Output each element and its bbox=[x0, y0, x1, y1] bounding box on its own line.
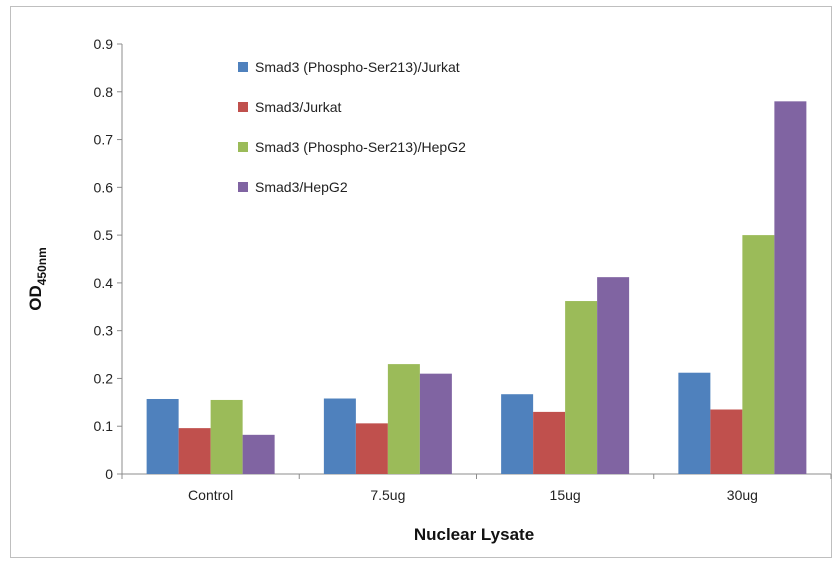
bar bbox=[387, 364, 420, 474]
x-tick-label: 30ug bbox=[727, 487, 758, 503]
y-axis: 0 0.1 0.2 0.3 0.4 0.5 0.6 0.7 0.8 0.9 bbox=[94, 36, 123, 482]
legend-label: Smad3/HepG2 bbox=[255, 179, 348, 195]
bar bbox=[210, 399, 243, 474]
y-tick-label: 0.4 bbox=[94, 275, 114, 291]
x-axis: Control 7.5ug 15ug 30ug bbox=[121, 473, 832, 503]
legend-label: Smad3 (Phospho-Ser213)/Jurkat bbox=[255, 59, 460, 75]
bar bbox=[597, 277, 630, 474]
bar bbox=[355, 423, 388, 474]
bar bbox=[565, 301, 598, 474]
legend-swatch bbox=[238, 62, 248, 72]
x-tick-label: 7.5ug bbox=[370, 487, 405, 503]
bar bbox=[774, 101, 807, 474]
chart-frame: 0 0.1 0.2 0.3 0.4 0.5 0.6 0.7 0.8 0.9 Control 7.5u… bbox=[10, 6, 832, 558]
x-tick-label: Control bbox=[188, 487, 233, 503]
y-tick-label: 0 bbox=[105, 466, 113, 482]
y-tick-label: 0.5 bbox=[94, 227, 114, 243]
y-axis-title: OD450nm bbox=[26, 247, 49, 311]
y-tick-label: 0.9 bbox=[94, 36, 114, 52]
legend-label: Smad3 (Phospho-Ser213)/HepG2 bbox=[255, 139, 466, 155]
legend-swatch bbox=[238, 102, 248, 112]
bar bbox=[146, 398, 179, 474]
legend: Smad3 (Phospho-Ser213)/Jurkat Smad3/Jurka… bbox=[238, 59, 466, 195]
y-tick-label: 0.3 bbox=[94, 323, 114, 339]
legend-label: Smad3/Jurkat bbox=[255, 99, 341, 115]
bar bbox=[533, 411, 566, 474]
bar bbox=[178, 428, 211, 474]
y-tick-label: 0.7 bbox=[94, 132, 114, 148]
bar bbox=[501, 394, 534, 474]
bars bbox=[146, 101, 807, 474]
bar-chart: 0 0.1 0.2 0.3 0.4 0.5 0.6 0.7 0.8 0.9 Control 7.5u… bbox=[26, 36, 832, 544]
bar bbox=[710, 409, 743, 474]
y-tick-label: 0.6 bbox=[94, 179, 114, 195]
y-tick-label: 0.8 bbox=[94, 84, 114, 100]
legend-swatch bbox=[238, 182, 248, 192]
bar bbox=[419, 373, 452, 474]
y-tick-label: 0.1 bbox=[94, 418, 114, 434]
bar bbox=[678, 372, 711, 474]
bar bbox=[242, 434, 275, 474]
bar bbox=[742, 235, 775, 474]
y-axis-title-main: OD bbox=[26, 285, 45, 311]
x-axis-title: Nuclear Lysate bbox=[414, 525, 534, 544]
bar bbox=[323, 398, 356, 474]
x-tick-label: 15ug bbox=[550, 487, 581, 503]
legend-swatch bbox=[238, 142, 248, 152]
y-axis-title-subscript: 450nm bbox=[35, 247, 49, 285]
y-tick-label: 0.2 bbox=[94, 370, 114, 386]
